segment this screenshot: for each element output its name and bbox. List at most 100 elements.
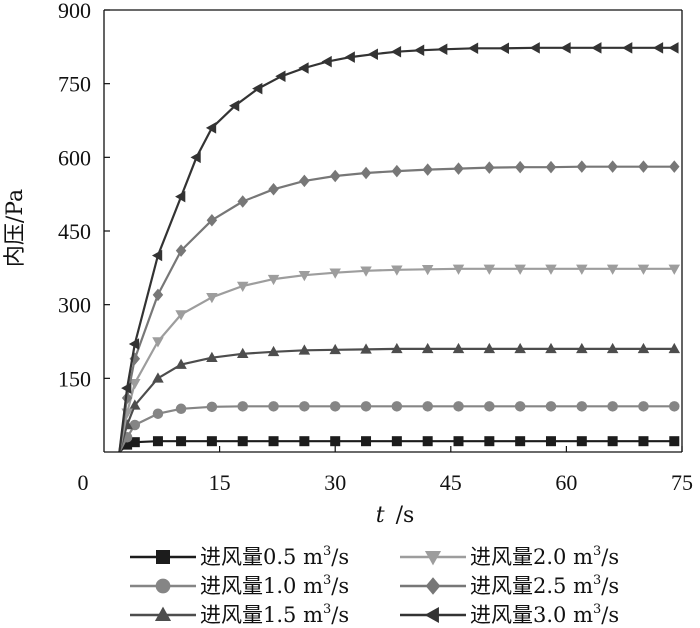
- data-point: [206, 213, 218, 227]
- data-point: [129, 378, 141, 390]
- data-point: [206, 401, 218, 413]
- data-point: [360, 401, 372, 412]
- data-point: [576, 160, 588, 173]
- legend-label: 进风量2.5 m3/s: [470, 573, 619, 598]
- series-1: [118, 436, 680, 453]
- data-point: [267, 274, 280, 286]
- legend-marker: [155, 578, 171, 594]
- data-point: [606, 264, 619, 275]
- series-5: [118, 160, 680, 453]
- data-point: [484, 436, 495, 447]
- data-point: [452, 264, 465, 275]
- data-point: [484, 401, 495, 412]
- data-point: [268, 183, 279, 196]
- data-point: [267, 345, 280, 357]
- data-point: [607, 160, 618, 173]
- data-point: [669, 436, 680, 447]
- data-point: [607, 401, 618, 412]
- data-point: [360, 266, 372, 277]
- y-axis-title: 内压/Pa: [3, 189, 28, 267]
- data-point: [129, 399, 141, 410]
- data-point: [498, 42, 509, 55]
- data-point: [299, 401, 310, 412]
- data-point: [515, 436, 526, 447]
- data-point: [236, 281, 249, 293]
- data-point: [275, 70, 286, 83]
- series-3: [118, 342, 681, 453]
- data-point: [606, 342, 619, 354]
- data-point: [268, 436, 279, 447]
- data-point: [205, 122, 217, 134]
- data-point: [268, 401, 279, 412]
- data-point: [360, 343, 372, 354]
- x-tick-label: 60: [555, 470, 577, 495]
- data-point: [121, 382, 132, 394]
- data-point: [361, 436, 372, 447]
- data-point: [529, 42, 540, 54]
- y-tick-label: 450: [58, 219, 91, 244]
- legend-marker: [424, 551, 442, 566]
- data-point: [299, 174, 310, 188]
- data-point: [545, 160, 557, 174]
- data-point: [576, 264, 588, 275]
- data-point: [637, 342, 650, 354]
- x-tick-label: 45: [440, 470, 462, 495]
- x-tick-label: 75: [671, 470, 693, 495]
- legend-marker: [425, 577, 441, 595]
- data-point: [576, 342, 588, 354]
- y-tick-label: 600: [58, 145, 91, 170]
- data-point: [637, 264, 650, 275]
- data-point: [175, 190, 186, 203]
- data-point: [152, 436, 163, 447]
- series-4: [118, 264, 681, 453]
- series-6: [118, 42, 679, 453]
- data-point: [175, 244, 187, 257]
- data-point: [668, 342, 681, 354]
- tick-labels: 150 300 450 600 750 900 0 15 30 45 60 75: [58, 0, 693, 495]
- data-point: [128, 338, 140, 350]
- data-point: [545, 342, 557, 354]
- data-point: [360, 166, 372, 180]
- data-point: [576, 401, 588, 412]
- legend-label: 进风量0.5 m3/s: [200, 544, 349, 569]
- data-point: [122, 439, 133, 450]
- data-point: [560, 42, 571, 54]
- data-point: [321, 55, 332, 68]
- data-point: [391, 265, 403, 276]
- data-point: [422, 436, 433, 447]
- data-point: [237, 436, 248, 447]
- data-point: [329, 343, 341, 355]
- data-point: [175, 358, 187, 369]
- legend-entry: 进风量1.5 m3/s: [130, 602, 349, 627]
- data-point: [391, 164, 403, 178]
- data-point: [152, 337, 164, 348]
- data-point: [668, 264, 681, 275]
- data-point: [298, 62, 309, 74]
- data-point: [175, 403, 187, 415]
- data-point: [298, 270, 311, 282]
- data-point: [453, 401, 464, 412]
- legend-entry: 进风量2.0 m3/s: [400, 544, 619, 569]
- data-point: [638, 160, 649, 173]
- data-point: [152, 408, 164, 419]
- x-tick-label: 30: [324, 470, 346, 495]
- data-point: [421, 342, 434, 354]
- legend-entry: 进风量3.0 m3/s: [400, 602, 619, 627]
- data-point: [413, 44, 425, 57]
- data-point: [391, 401, 403, 412]
- series-2: [118, 401, 680, 453]
- data-point: [151, 249, 163, 262]
- y-tick-label: 150: [58, 366, 91, 391]
- data-point: [299, 436, 310, 447]
- data-point: [206, 293, 218, 304]
- data-point: [652, 42, 664, 54]
- data-point: [367, 48, 378, 60]
- data-point: [329, 401, 341, 412]
- data-point: [668, 42, 679, 54]
- data-point: [514, 342, 526, 354]
- data-point: [483, 264, 496, 275]
- legend-marker: [154, 606, 172, 621]
- legend-label: 进风量2.0 m3/s: [470, 544, 619, 569]
